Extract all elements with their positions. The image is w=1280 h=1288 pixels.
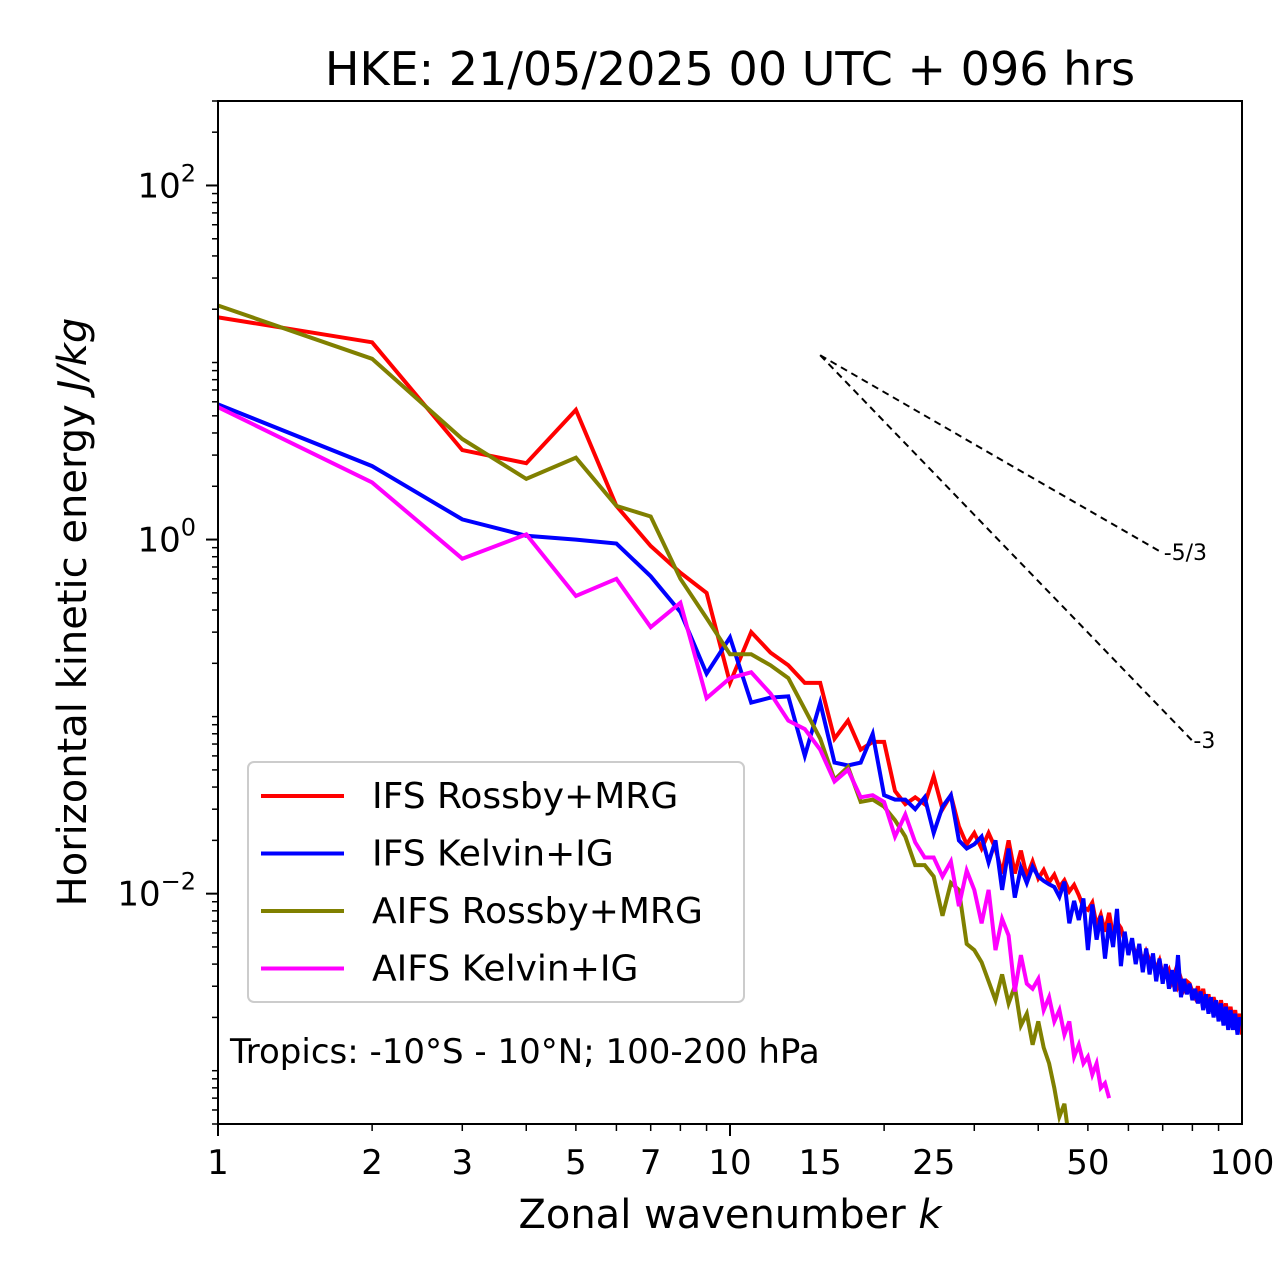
y-tick-exponent: 0 [181,514,196,542]
x-tick-label: 1 [207,1143,229,1183]
y-tick-exponent: −2 [161,868,196,896]
y-tick-label: 100 [137,514,196,561]
y-tick-exponent: 2 [181,159,196,187]
x-tick-label: 7 [640,1143,662,1183]
reference-label-3: -3 [1193,729,1215,754]
reference-label-5-3: -5/3 [1164,541,1207,566]
chart-title: HKE: 21/05/2025 00 UTC + 096 hrs [325,42,1135,96]
x-axis-label-var: k [918,1192,943,1238]
legend-box [247,761,745,1003]
series-line-ifs-kelvin-ig [218,402,1242,1035]
y-tick-label: 10−2 [117,868,196,915]
x-tick-label: 5 [565,1143,587,1183]
x-tick-label: 10 [708,1143,751,1183]
y-axis-label: Horizontal kinetic energy J/kg [50,318,96,907]
series-line-aifs-rossby-mrg [218,303,1070,1124]
reference-slope-labels: -5/3 -3 [1164,541,1216,754]
legend-label-aifs-kelvin-ig: AIFS Kelvin+IG [372,949,638,990]
reference-line-5-3 [819,354,1164,554]
y-tick-label: 102 [137,159,196,206]
reference-slopes [819,354,1194,742]
plot-frame [217,100,1243,1125]
series-line-aifs-kelvin-ig [218,405,1112,1099]
legend-entries: IFS Rossby+MRG IFS Kelvin+IG AIFS Rossby+M… [261,776,703,990]
y-tick-base: 10 [117,875,160,915]
legend-label-ifs-kelvin-ig: IFS Kelvin+IG [372,834,614,875]
legend: IFS Rossby+MRG IFS Kelvin+IG AIFS Rossby+M… [247,761,745,1003]
reference-line-3 [819,354,1194,742]
x-axis-label-text: Zonal wavenumber [518,1192,906,1238]
x-tick-label: 100 [1210,1143,1275,1183]
legend-label-ifs-rossby-mrg: IFS Rossby+MRG [372,776,678,817]
legend-label-aifs-rossby-mrg: AIFS Rossby+MRG [372,891,703,932]
series-lines [218,303,1242,1124]
x-tick-label: 15 [799,1143,842,1183]
x-tick-label: 25 [912,1143,955,1183]
x-tick-label: 2 [361,1143,383,1183]
x-tick-label: 3 [451,1143,473,1183]
region-annotation: Tropics: -10°S - 10°N; 100-200 hPa [229,1032,820,1072]
y-tick-base: 10 [137,521,180,561]
y-axis-label-text: Horizontal kinetic energy [50,404,96,906]
x-tick-label: 50 [1066,1143,1109,1183]
x-tick-labels: 1 2 3 5 7 10 15 25 50 100 [207,1143,1274,1183]
y-tick-base: 10 [137,166,180,206]
y-axis-label-units: J/kg [50,318,96,399]
x-axis-label: Zonal wavenumber k [518,1192,943,1238]
